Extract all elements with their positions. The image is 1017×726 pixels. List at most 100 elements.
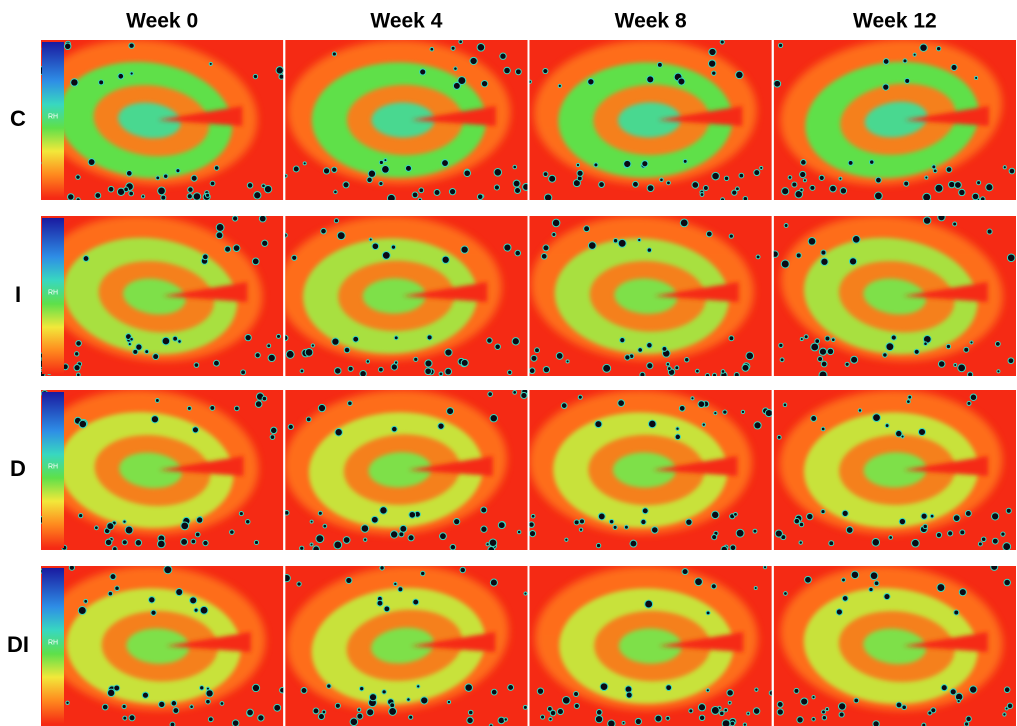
map-panel [278, 554, 527, 726]
speckle [689, 709, 693, 713]
speckle [724, 708, 728, 712]
speckle [923, 193, 931, 201]
speckle [280, 687, 286, 693]
speckle [283, 335, 288, 340]
speckle [724, 176, 728, 180]
speckle [965, 511, 971, 517]
speckle [620, 338, 625, 343]
speckle [241, 370, 246, 375]
speckle [531, 514, 535, 518]
speckle [284, 511, 289, 516]
speckle [357, 713, 363, 719]
speckle [268, 354, 275, 361]
speckle [695, 578, 703, 586]
speckle [574, 520, 579, 525]
speckle [811, 343, 819, 351]
speckle [783, 403, 787, 407]
speckle [657, 62, 662, 67]
speckle [784, 224, 788, 228]
speckle [420, 69, 426, 75]
speckle [930, 514, 934, 518]
speckle [129, 43, 134, 48]
speckle [495, 344, 501, 350]
speckle [68, 194, 74, 200]
map-panel: RH [40, 562, 285, 726]
speckle [846, 527, 853, 534]
speckle [102, 704, 108, 710]
speckle [107, 689, 114, 696]
speckle [464, 170, 471, 177]
speckle [721, 546, 727, 552]
speckle [549, 717, 552, 720]
speckle [808, 238, 816, 246]
speckle [967, 401, 971, 405]
speckle [874, 581, 879, 586]
speckle [130, 72, 133, 75]
speckle [371, 516, 378, 523]
speckle [276, 67, 283, 74]
speckle [188, 187, 193, 192]
speckle [76, 198, 80, 202]
speckle [196, 517, 202, 523]
column-header: Week 8 [615, 10, 687, 33]
speckle [459, 40, 463, 44]
speckle [286, 350, 294, 358]
speckle [255, 353, 260, 358]
speckle [819, 348, 826, 355]
speckle [772, 251, 779, 258]
speckle [638, 348, 643, 353]
speckle [970, 686, 977, 693]
speckle [421, 697, 428, 704]
speckle [513, 391, 517, 395]
speckle [284, 174, 287, 177]
speckle [870, 160, 874, 164]
speckle [445, 349, 452, 356]
speckle [372, 243, 379, 250]
speckle [465, 684, 473, 692]
speckle [461, 246, 468, 253]
speckle [71, 79, 78, 86]
speckle [886, 343, 894, 351]
speckle [889, 536, 893, 540]
speckle [210, 181, 215, 186]
speckle [706, 611, 710, 615]
speckle [369, 238, 372, 241]
speckle [322, 710, 326, 714]
speckle [176, 169, 180, 173]
speckle [515, 250, 521, 256]
speckle [191, 175, 197, 181]
speckle [267, 344, 271, 348]
speckle [899, 518, 905, 524]
speckle [193, 193, 201, 201]
speckle [498, 717, 505, 724]
speckle [720, 40, 724, 44]
speckle [413, 599, 419, 605]
speckle [190, 597, 197, 604]
speckle [763, 566, 766, 569]
speckle [647, 248, 651, 252]
speckle [777, 701, 783, 707]
speckle [491, 689, 497, 695]
speckle [830, 185, 837, 192]
speckle [819, 175, 824, 180]
speckle [907, 400, 911, 404]
speckle [812, 696, 815, 699]
speckle [727, 690, 733, 696]
speckle [706, 689, 709, 692]
speckle [252, 258, 259, 265]
speckle [821, 258, 828, 265]
speckle [409, 715, 413, 719]
speckle [531, 355, 537, 361]
speckle [712, 535, 717, 540]
speckle [975, 76, 978, 79]
speckle [991, 513, 998, 520]
speckle [512, 338, 519, 345]
speckle [753, 708, 760, 715]
speckle [445, 368, 452, 375]
speckle [316, 535, 324, 543]
speckle [775, 530, 782, 537]
speckle [760, 166, 763, 169]
speckle [438, 423, 444, 429]
speckle [953, 222, 957, 226]
speckle [288, 424, 293, 429]
